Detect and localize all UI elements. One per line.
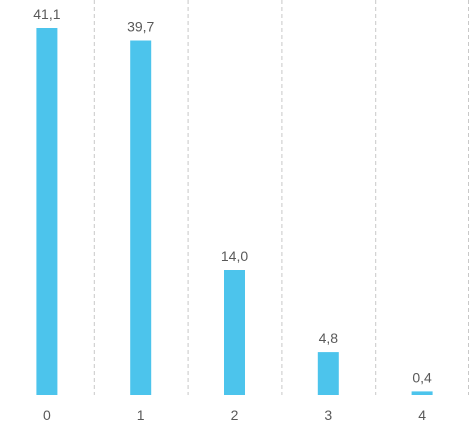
bar-2 xyxy=(224,270,245,395)
x-tick-label-3: 3 xyxy=(324,407,332,422)
data-label-1: 39,7 xyxy=(127,19,154,35)
bar-0 xyxy=(36,28,58,395)
bar-3 xyxy=(317,352,339,395)
chart-data-labels: 41,1 39,7 14,0 4,8 0,4 xyxy=(33,6,432,385)
bar-4 xyxy=(411,391,433,395)
x-tick-label-0: 0 xyxy=(43,407,51,422)
chart-bars xyxy=(36,28,433,395)
data-label-2: 14,0 xyxy=(221,248,248,264)
x-tick-label-2: 2 xyxy=(231,407,239,422)
x-tick-label-4: 4 xyxy=(418,407,426,422)
data-label-3: 4,8 xyxy=(319,330,339,346)
x-tick-label-1: 1 xyxy=(137,407,145,422)
data-label-0: 41,1 xyxy=(33,6,60,22)
data-label-4: 0,4 xyxy=(412,369,432,385)
x-axis-ticks: 0 1 2 3 4 xyxy=(43,407,426,422)
bar-1 xyxy=(130,40,152,395)
